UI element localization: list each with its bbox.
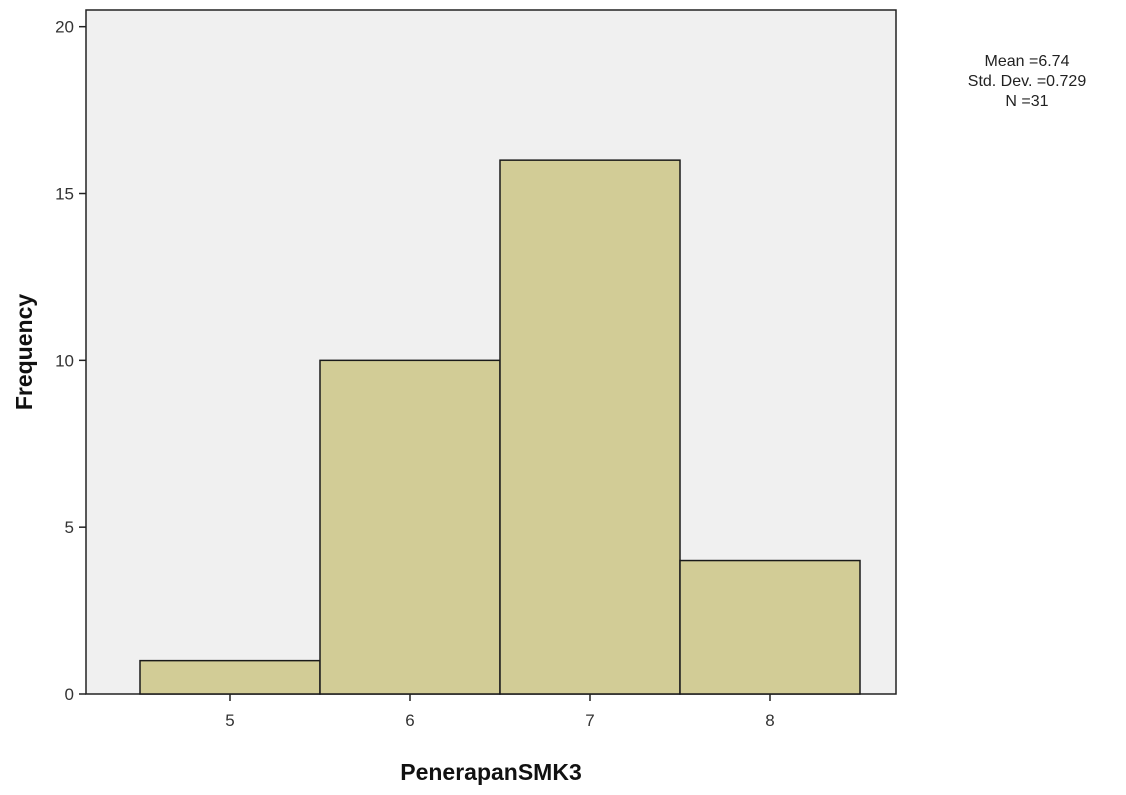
x-axis-title: PenerapanSMK3 [400, 759, 582, 785]
x-axis-ticks: 5 6 7 8 [225, 694, 775, 730]
x-tick-label-7: 7 [585, 711, 594, 730]
stats-box: Mean =6.74 Std. Dev. =0.729 N =31 [968, 53, 1087, 110]
y-tick-label-0: 0 [65, 685, 74, 704]
y-tick-label-15: 15 [55, 185, 74, 204]
stats-n: N =31 [1005, 93, 1048, 110]
y-axis-title: Frequency [11, 294, 37, 411]
y-tick-label-10: 10 [55, 351, 74, 370]
stats-std-dev: Std. Dev. =0.729 [968, 73, 1087, 90]
bars [139, 159, 861, 695]
bar-8 [679, 559, 861, 695]
bar-7 [499, 159, 681, 695]
y-tick-label-5: 5 [65, 518, 74, 537]
x-tick-label-8: 8 [765, 711, 774, 730]
y-axis-ticks: 0 5 10 15 20 [55, 18, 86, 704]
y-tick-label-20: 20 [55, 18, 74, 37]
x-tick-label-5: 5 [225, 711, 234, 730]
bar-6 [319, 359, 501, 695]
bar-5 [139, 659, 321, 695]
stats-mean: Mean =6.74 [985, 53, 1070, 70]
x-tick-label-6: 6 [405, 711, 414, 730]
